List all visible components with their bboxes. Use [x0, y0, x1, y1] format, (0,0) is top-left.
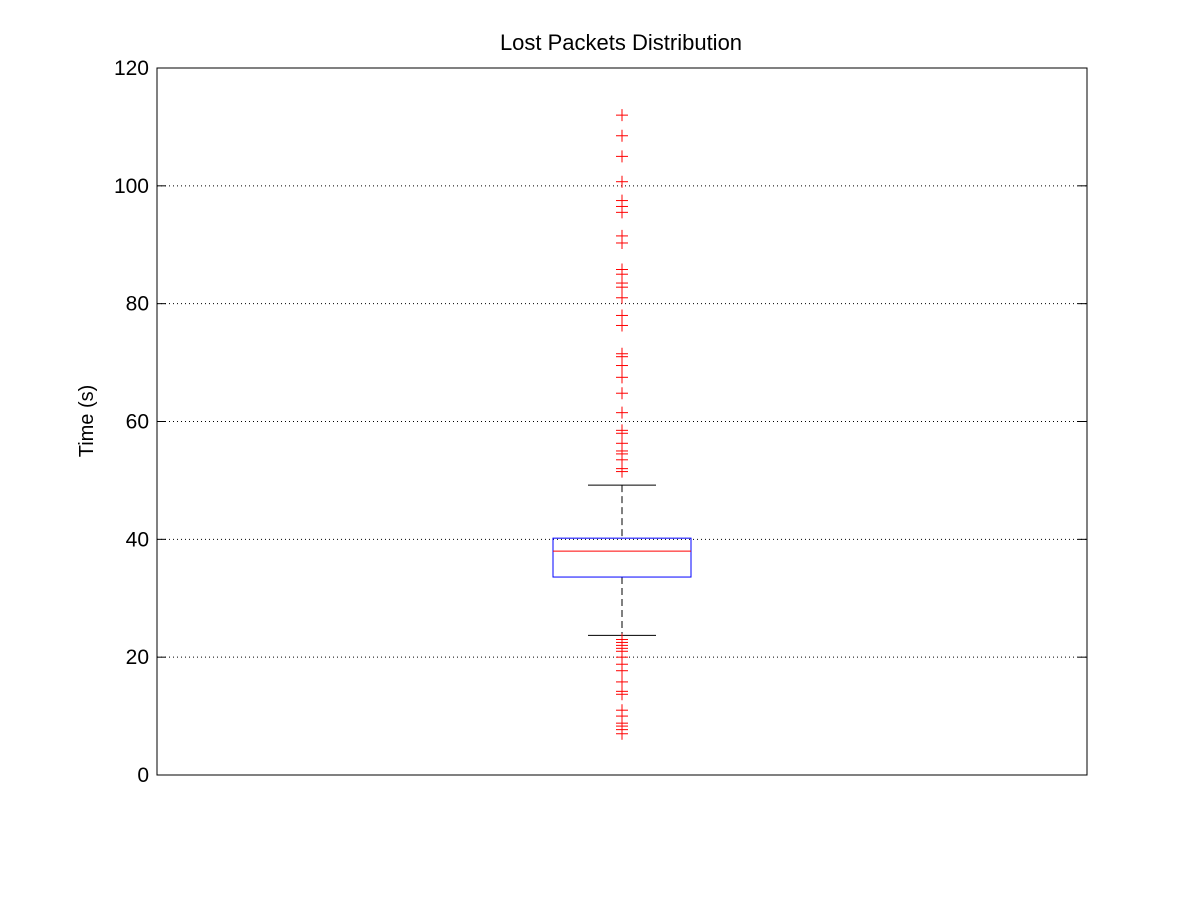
chart-title: Lost Packets Distribution — [500, 30, 742, 55]
y-tick-label-80: 80 — [126, 293, 149, 316]
outlier-point-13 — [616, 291, 628, 304]
y-axis-label: Time (s) — [76, 385, 98, 458]
interquartile-box — [552, 537, 692, 578]
outlier-markers — [616, 109, 628, 740]
outlier-point-2 — [616, 150, 628, 163]
outlier-point-1 — [616, 129, 628, 142]
y-tick-label-100: 100 — [114, 175, 149, 198]
y-tick-label-60: 60 — [126, 411, 149, 434]
outlier-point-40 — [616, 688, 628, 701]
outlier-point-8 — [616, 236, 628, 249]
y-tick-label-40: 40 — [126, 528, 149, 551]
outlier-point-6 — [616, 206, 628, 219]
box-plot — [552, 484, 692, 636]
outlier-point-15 — [616, 319, 628, 332]
outlier-point-46 — [616, 727, 628, 740]
outlier-point-19 — [616, 371, 628, 384]
y-tick-label-120: 120 — [114, 57, 149, 80]
outlier-point-12 — [616, 281, 628, 294]
outlier-point-0 — [616, 109, 628, 122]
outlier-point-14 — [616, 309, 628, 322]
outlier-point-18 — [616, 359, 628, 372]
outlier-point-3 — [616, 175, 628, 188]
outlier-point-20 — [616, 387, 628, 400]
outlier-point-29 — [616, 465, 628, 478]
y-tick-label-20: 20 — [126, 646, 149, 669]
outlier-point-37 — [616, 664, 628, 677]
y-axis-ticks: 0 20 40 60 80 100 120 — [114, 57, 1087, 787]
y-tick-label-0: 0 — [137, 764, 149, 787]
outlier-point-23 — [616, 427, 628, 440]
outlier-point-21 — [616, 406, 628, 419]
